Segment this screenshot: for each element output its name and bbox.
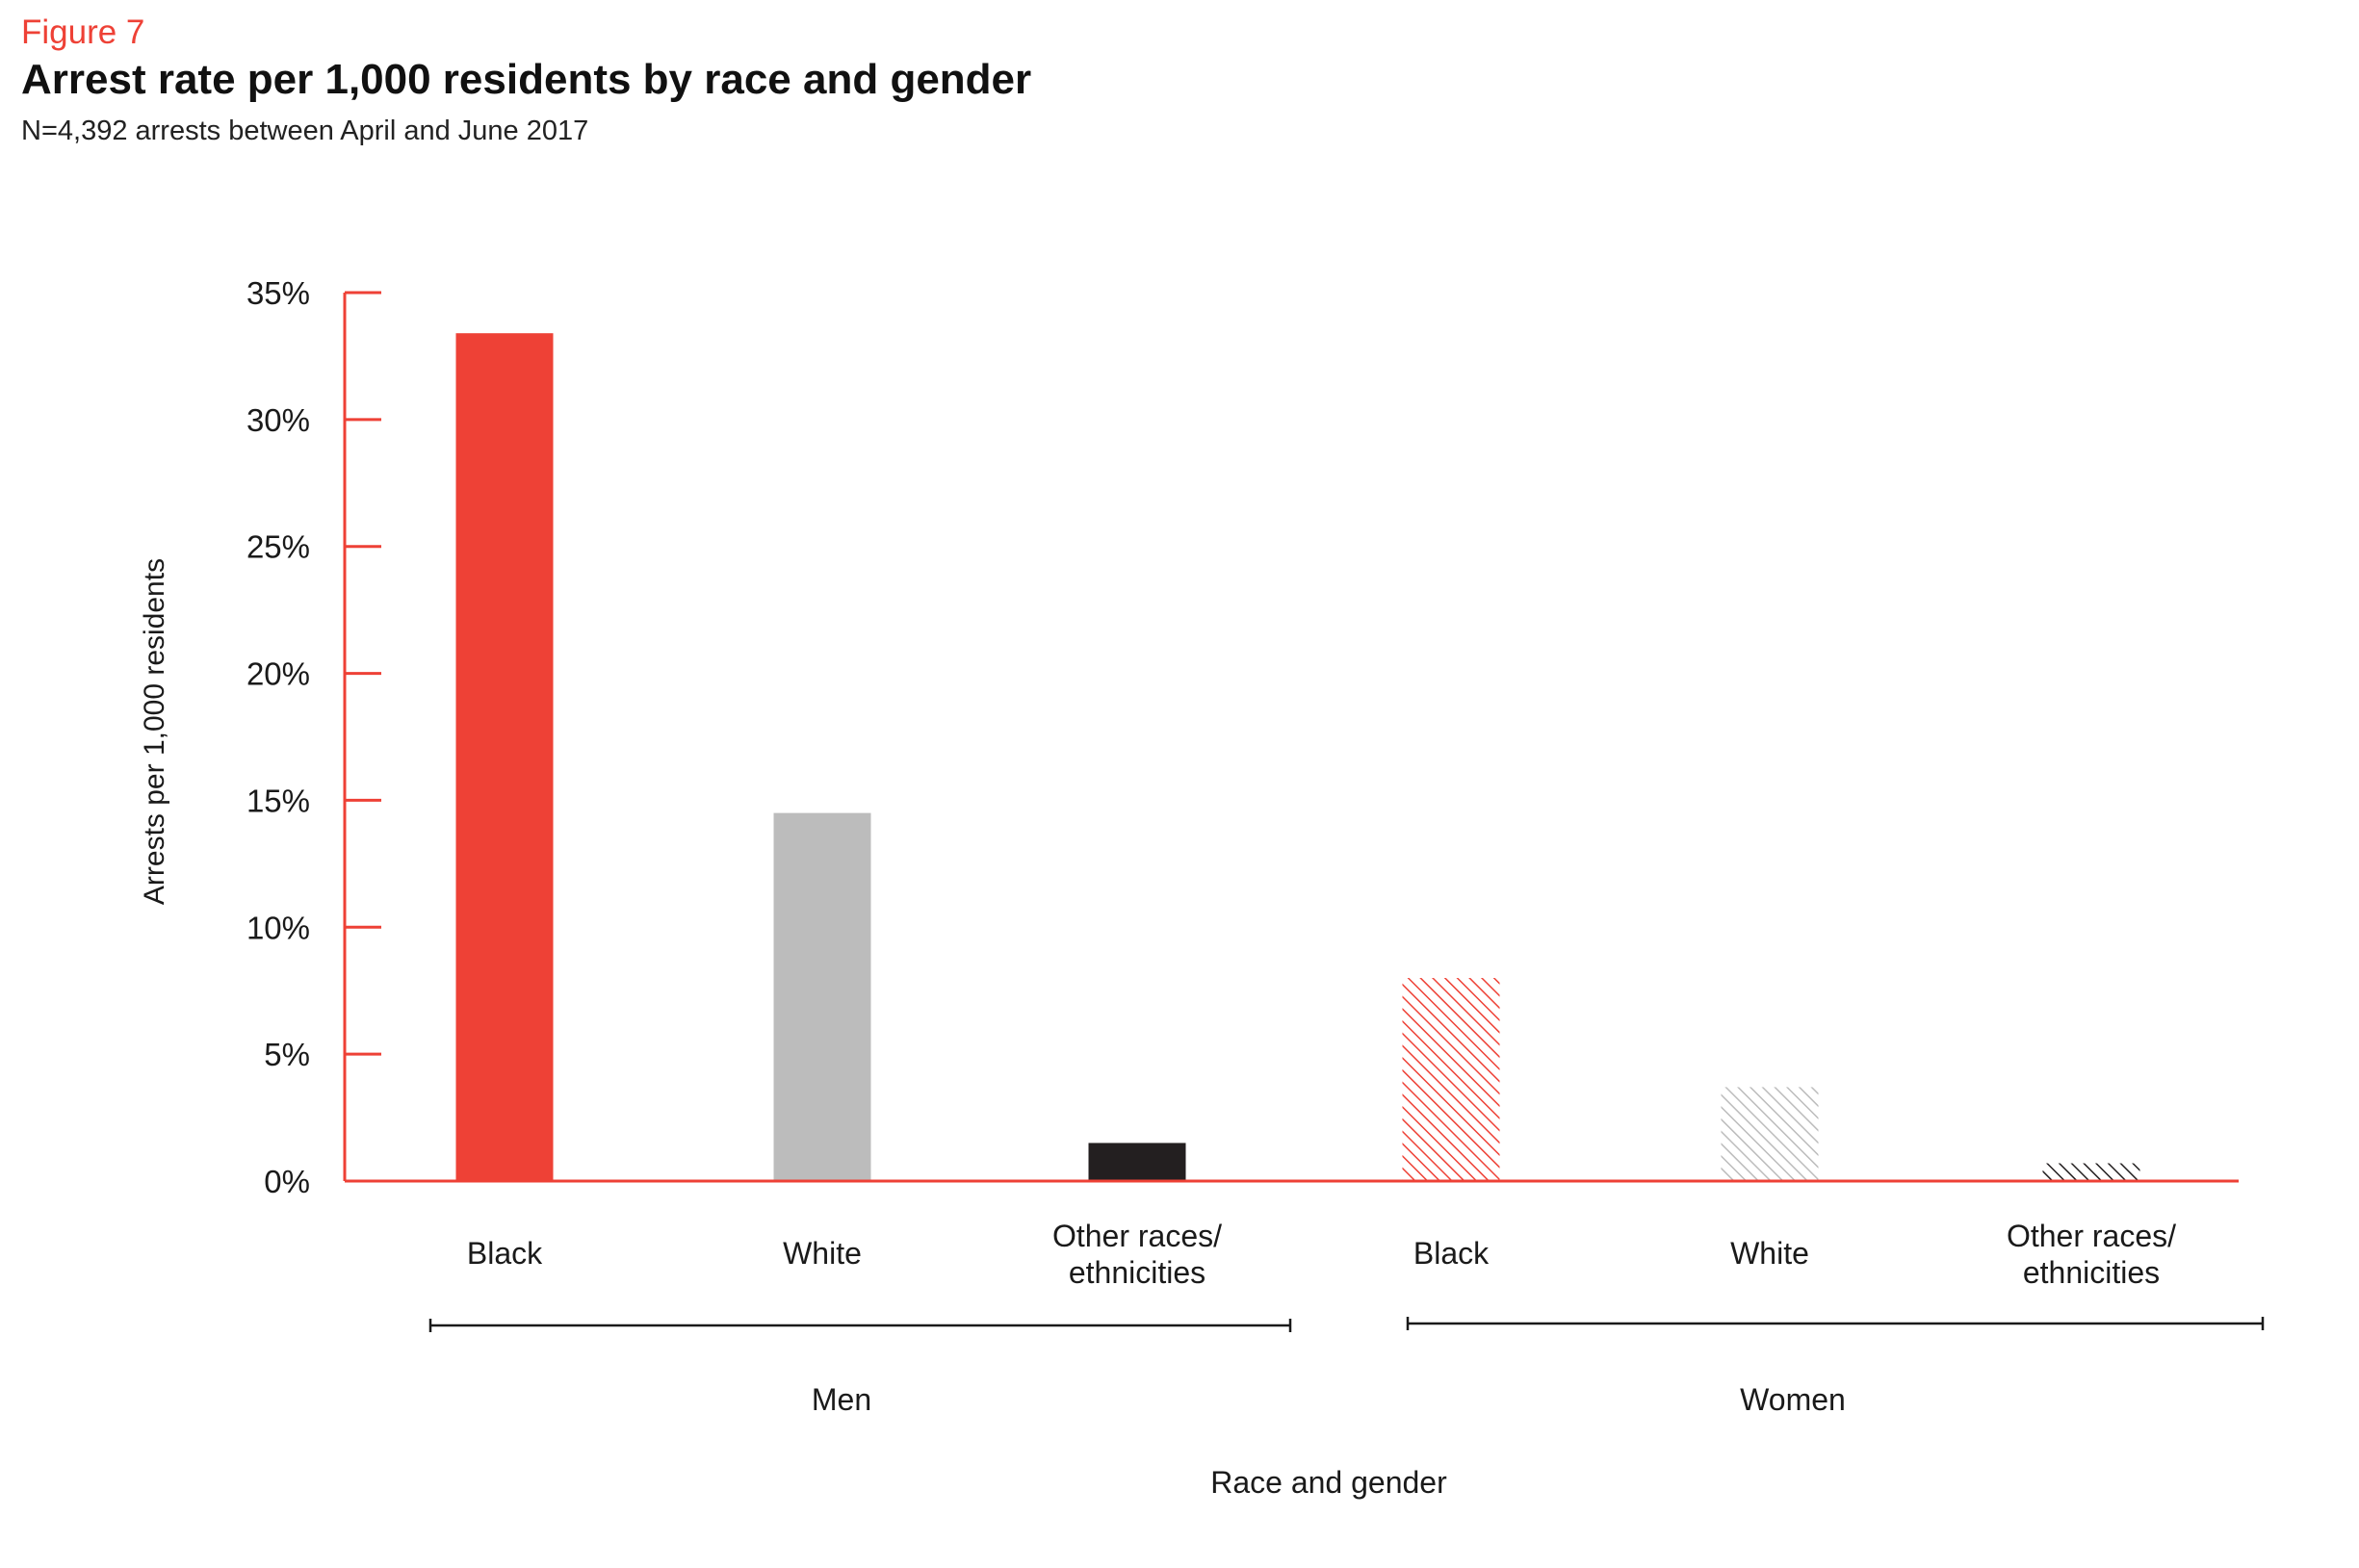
chart-title: Arrest rate per 1,000 residents by race …: [21, 56, 1032, 103]
y-tick-label: 10%: [246, 910, 310, 945]
bar-men-other-races-ethnicities: [1088, 1143, 1186, 1181]
y-tick-label: 0%: [264, 1164, 310, 1199]
group-label: Women: [1740, 1382, 1846, 1417]
category-label: White: [1730, 1236, 1809, 1271]
bar-women-black: [1402, 978, 1500, 1181]
category-labels: Black White Other races/ethnicities Black Wh…: [467, 1219, 2176, 1290]
y-tick-label: 25%: [246, 529, 310, 565]
chart-subtitle: N=4,392 arrests between April and June 2…: [21, 116, 589, 146]
bar-men-black: [455, 333, 554, 1181]
y-tick-label: 30%: [246, 402, 310, 438]
category-label: Other races/ethnicities: [1052, 1219, 1222, 1290]
group-label: Men: [812, 1382, 871, 1417]
y-tick-label: 20%: [246, 656, 310, 692]
bar-men-white: [773, 812, 871, 1181]
category-label: Other races/ethnicities: [2007, 1219, 2176, 1290]
figure-label: Figure 7: [21, 13, 145, 51]
bar-women-other-races-ethnicities: [2042, 1163, 2140, 1181]
x-axis-title: Race and gender: [1210, 1465, 1447, 1500]
group-brackets: Men Women: [428, 1317, 2265, 1417]
y-tick-label: 15%: [246, 783, 310, 818]
axes: 0% 5% 10% 15% 20% 25% 30% 35%: [246, 275, 381, 1199]
y-tick-label: 35%: [246, 275, 310, 311]
category-label: Black: [467, 1236, 543, 1271]
category-label: White: [783, 1236, 862, 1271]
bars: [345, 333, 2239, 1183]
bar-women-white: [1721, 1087, 1819, 1181]
category-label: Black: [1413, 1236, 1490, 1271]
y-tick-label: 5%: [264, 1037, 310, 1072]
y-axis-title: Arrests per 1,000 residents: [139, 558, 170, 905]
